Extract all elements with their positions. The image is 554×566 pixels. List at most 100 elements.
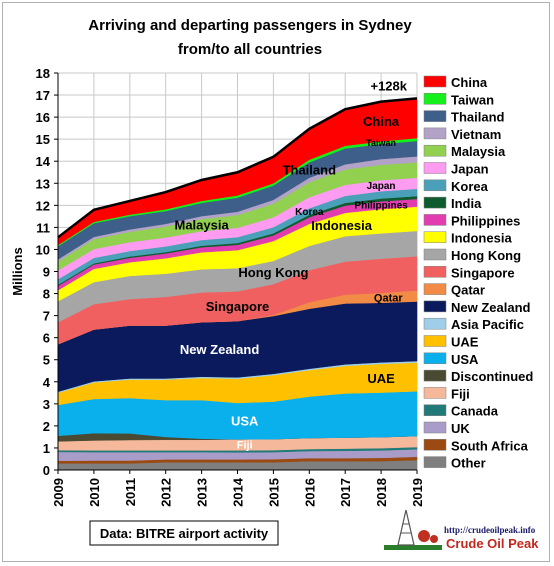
y-tick-label-8: 8 xyxy=(43,287,50,302)
legend-swatch-singapore xyxy=(423,266,447,278)
legend-label-india: India xyxy=(451,196,482,211)
legend-swatch-china xyxy=(423,75,447,88)
legend-swatch-hong-kong xyxy=(423,248,447,261)
total-line xyxy=(57,97,418,239)
y-axis-label: Millions xyxy=(10,247,25,295)
source-text: Data: BITRE airport activity xyxy=(100,526,269,541)
annotation-thailand: Thailand xyxy=(283,163,337,178)
logo-url: http://crudeoilpeak.info xyxy=(444,525,536,535)
legend-label-korea: Korea xyxy=(451,179,489,194)
legend-label-discontinued: Discontinued xyxy=(451,369,533,384)
legend-label-japan: Japan xyxy=(451,162,489,177)
legend-swatch-discontinued xyxy=(423,369,447,382)
y-tick-label-16: 16 xyxy=(36,110,50,125)
legend-label-qatar: Qatar xyxy=(451,283,485,298)
legend-swatch-asia-pacific xyxy=(423,317,447,330)
y-tick-label-17: 17 xyxy=(36,88,50,103)
annotation-new-zealand: New Zealand xyxy=(180,342,260,357)
legend-swatch-canada xyxy=(423,404,447,416)
x-tick-label-2012: 2012 xyxy=(159,478,174,507)
legend-swatch-india xyxy=(423,196,447,209)
legend-swatch-south-africa xyxy=(423,439,447,451)
legend-label-vietnam: Vietnam xyxy=(451,127,501,142)
x-tick-label-2017: 2017 xyxy=(338,478,353,507)
source-box xyxy=(89,520,279,546)
legend-label-uae: UAE xyxy=(451,335,479,350)
legend-swatch-japan xyxy=(423,162,447,174)
annotation-uae: UAE xyxy=(367,371,395,386)
logo-rig-icon xyxy=(384,509,442,550)
legend-swatch-philippines xyxy=(423,214,447,226)
legend-swatch-vietnam xyxy=(423,127,447,140)
x-tick-label-2013: 2013 xyxy=(195,478,210,507)
x-tick-label-2011: 2011 xyxy=(123,478,138,506)
legend-label-china: China xyxy=(451,75,488,90)
legend-label-fiji: Fiji xyxy=(451,386,470,401)
legend-swatch-indonesia xyxy=(423,231,447,243)
annotation-taiwan: Taiwan xyxy=(366,138,396,148)
legend-swatch-qatar xyxy=(423,283,447,295)
legend-label-taiwan: Taiwan xyxy=(451,92,494,107)
legend-label-singapore: Singapore xyxy=(451,265,515,280)
chart-annotations: China Taiwan Thailand Japan Korea Philippines… xyxy=(174,78,408,451)
annotation-usa: USA xyxy=(231,414,259,429)
annotation-korea: Korea xyxy=(295,207,324,218)
y-tick-label-7: 7 xyxy=(43,309,50,324)
y-tick-label-1: 1 xyxy=(43,441,50,456)
y-tick-label-0: 0 xyxy=(43,463,50,478)
y-tick-label-18: 18 xyxy=(36,66,50,81)
y-tick-label-14: 14 xyxy=(36,154,51,169)
legend-label-malaysia: Malaysia xyxy=(451,144,506,159)
y-tick-label-6: 6 xyxy=(43,331,50,346)
legend-swatch-usa xyxy=(423,352,447,365)
x-tick-label-2019: 2019 xyxy=(410,478,425,507)
y-tick-label-12: 12 xyxy=(36,198,50,213)
y-tick-label-9: 9 xyxy=(43,265,50,280)
x-tick-label-2009: 2009 xyxy=(51,478,66,507)
y-tick-label-10: 10 xyxy=(36,242,50,257)
y-tick-label-11: 11 xyxy=(36,220,50,235)
y-tick-label-13: 13 xyxy=(36,176,50,191)
legend-swatch-uae xyxy=(423,335,447,347)
legend-label-canada: Canada xyxy=(451,404,499,419)
x-tick-label-2018: 2018 xyxy=(374,478,389,507)
legend-swatch-uk xyxy=(423,421,447,434)
legend-swatch-fiji xyxy=(423,387,447,399)
annotation-qatar: Qatar xyxy=(374,292,403,304)
logo-tank xyxy=(418,530,430,542)
y-tick-label-5: 5 xyxy=(43,353,50,368)
chart-title-line-1: Arriving and departing passengers in Syd… xyxy=(88,17,412,34)
annotation-japan: Japan xyxy=(367,181,396,192)
chart-frame xyxy=(2,2,550,562)
legend-label-south-africa: South Africa xyxy=(451,438,529,453)
legend-swatch-malaysia xyxy=(423,144,447,157)
logo-derrick-bars xyxy=(401,523,411,534)
x-tick-label-2016: 2016 xyxy=(302,478,317,507)
legend-swatch-other xyxy=(423,456,447,468)
annotation-hong-kong: Hong Kong xyxy=(238,265,308,280)
annotation-fiji: Fiji xyxy=(237,440,253,452)
x-tick-label-2010: 2010 xyxy=(87,478,102,507)
legend-swatch-new-zealand xyxy=(423,300,447,313)
logo-derrick xyxy=(397,509,415,546)
annotation-indonesia: Indonesia xyxy=(311,218,372,233)
legend-label-hong-kong: Hong Kong xyxy=(451,248,521,263)
chart-title-line-2: from/to all countries xyxy=(178,41,322,58)
legend-label-philippines: Philippines xyxy=(451,213,520,228)
legend-label-uk: UK xyxy=(451,421,470,436)
legend-swatch-taiwan xyxy=(423,93,447,105)
legend-label-asia-pacific: Asia Pacific xyxy=(451,317,524,332)
total-increase-label: +128k xyxy=(370,78,407,93)
legend-label-thailand: Thailand xyxy=(451,110,505,125)
x-tick-label-2015: 2015 xyxy=(266,478,281,507)
y-tick-label-2: 2 xyxy=(43,419,50,434)
chart-areas xyxy=(57,97,418,471)
x-tick-label-2014: 2014 xyxy=(231,477,246,507)
y-tick-label-4: 4 xyxy=(43,375,51,390)
logo-ground xyxy=(384,545,442,550)
legend-swatch-korea xyxy=(423,179,447,192)
legend-label-new-zealand: New Zealand xyxy=(451,300,531,315)
